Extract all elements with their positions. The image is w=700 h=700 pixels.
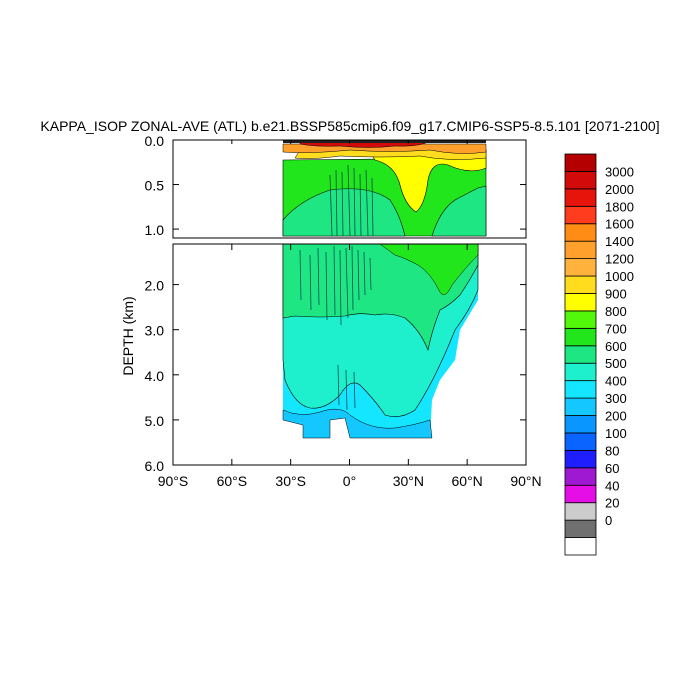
y-tick-label-upper: 1.0: [145, 222, 165, 238]
y-tick-label-lower: 5.0: [145, 413, 165, 429]
colorbar-label: 40: [605, 478, 619, 493]
colorbar-label: 1400: [605, 234, 634, 249]
upper-region-green-east: [431, 185, 487, 237]
colorbar-swatch: [564, 432, 597, 451]
colorbar-swatch: [564, 467, 597, 486]
colorbar-swatch: [564, 345, 597, 364]
x-tick-label: 0°: [343, 473, 356, 489]
y-axis-label: DEPTH (km): [120, 296, 136, 375]
colorbar-label: 300: [605, 391, 627, 406]
y-tick-label-lower: 6.0: [145, 458, 165, 474]
axis-ticks: 90°S 60°S 30°S 0° 30°N 60°N 90°N 0.0 0.5 1.0 2.0 3.…: [145, 133, 542, 489]
x-tick-label: 90°N: [510, 473, 541, 489]
lower-vertical-streaks: [299, 245, 372, 411]
colorbar-swatch: [564, 397, 597, 416]
colorbar-label: 0: [605, 513, 612, 528]
y-tick-label-lower: 2.0: [145, 278, 165, 294]
colorbar-swatch: [564, 258, 597, 277]
lower-panel-field: [282, 244, 479, 439]
colorbar-swatch: [564, 362, 597, 382]
upper-surface-band: [283, 140, 486, 143]
colorbar-swatch: [564, 415, 597, 434]
colorbar-swatch: [564, 484, 597, 504]
colorbar-label: 80: [605, 443, 619, 458]
colorbar-swatch: [564, 449, 597, 469]
colorbar-label: 500: [605, 356, 627, 371]
colorbar-label: 1800: [605, 199, 634, 214]
x-tick-label: 60°S: [217, 473, 248, 489]
colorbar-label: 600: [605, 339, 627, 354]
y-tick-label-lower: 4.0: [145, 368, 165, 384]
colorbar-label: 700: [605, 321, 627, 336]
colorbar-label: 1600: [605, 217, 634, 232]
colorbar-label: 3000: [605, 164, 634, 179]
colorbar-swatch: [564, 153, 597, 172]
colorbar-swatch: [564, 171, 597, 190]
colorbar-swatch: [564, 223, 597, 242]
colorbar-swatch: [564, 205, 597, 225]
colorbar-swatch: [564, 310, 597, 329]
upper-panel-field: [282, 140, 487, 237]
colorbar-label: 2000: [605, 182, 634, 197]
colorbar-label: 200: [605, 409, 627, 424]
colorbar-swatch: [564, 502, 597, 521]
x-tick-label: 60°N: [452, 473, 483, 489]
chart-title: KAPPA_ISOP ZONAL-AVE (ATL) b.e21.BSSP585…: [40, 118, 659, 134]
colorbar-swatch: [564, 327, 597, 347]
x-tick-label: 30°S: [275, 473, 306, 489]
upper-vertical-streaks: [329, 164, 374, 237]
lower-panel: [172, 243, 527, 466]
colorbar-swatch: [564, 519, 597, 538]
lower-region-blue-bottom: [282, 408, 433, 439]
colorbar-label: 60: [605, 461, 619, 476]
colorbar-swatch: [564, 275, 597, 294]
upper-panel: [172, 139, 527, 239]
colorbar-swatch: [564, 293, 597, 312]
x-tick-label: 90°S: [158, 473, 189, 489]
colorbar-swatch: [564, 380, 597, 399]
colorbar-label: 900: [605, 286, 627, 301]
y-tick-label-lower: 3.0: [145, 323, 165, 339]
colorbar-swatch: [564, 240, 597, 260]
x-tick-label: 30°N: [393, 473, 424, 489]
colorbar-label: 1200: [605, 252, 634, 267]
colorbar-label: 400: [605, 374, 627, 389]
colorbar-label: 20: [605, 496, 619, 511]
colorbar-swatch: [564, 537, 597, 556]
colorbar-label: 800: [605, 304, 627, 319]
upper-region-yellow: [369, 149, 487, 213]
colorbar-label: 100: [605, 426, 627, 441]
lower-region-lime: [379, 244, 479, 296]
y-tick-label-upper: 0.5: [145, 178, 165, 194]
colorbar: 0 20 40 60 80 100 200 300 400 500 600 700 800 900 1000…: [564, 153, 634, 556]
y-tick-label-upper: 0.0: [145, 133, 165, 149]
colorbar-swatch: [564, 188, 597, 207]
colorbar-label: 1000: [605, 269, 634, 284]
